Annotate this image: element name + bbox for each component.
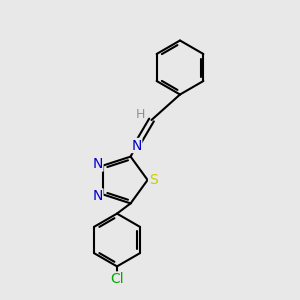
Text: N: N [131,139,142,152]
Text: H: H [135,108,145,121]
Text: N: N [92,189,103,203]
Text: S: S [148,173,158,187]
Text: Cl: Cl [110,272,124,286]
Text: N: N [92,157,103,171]
